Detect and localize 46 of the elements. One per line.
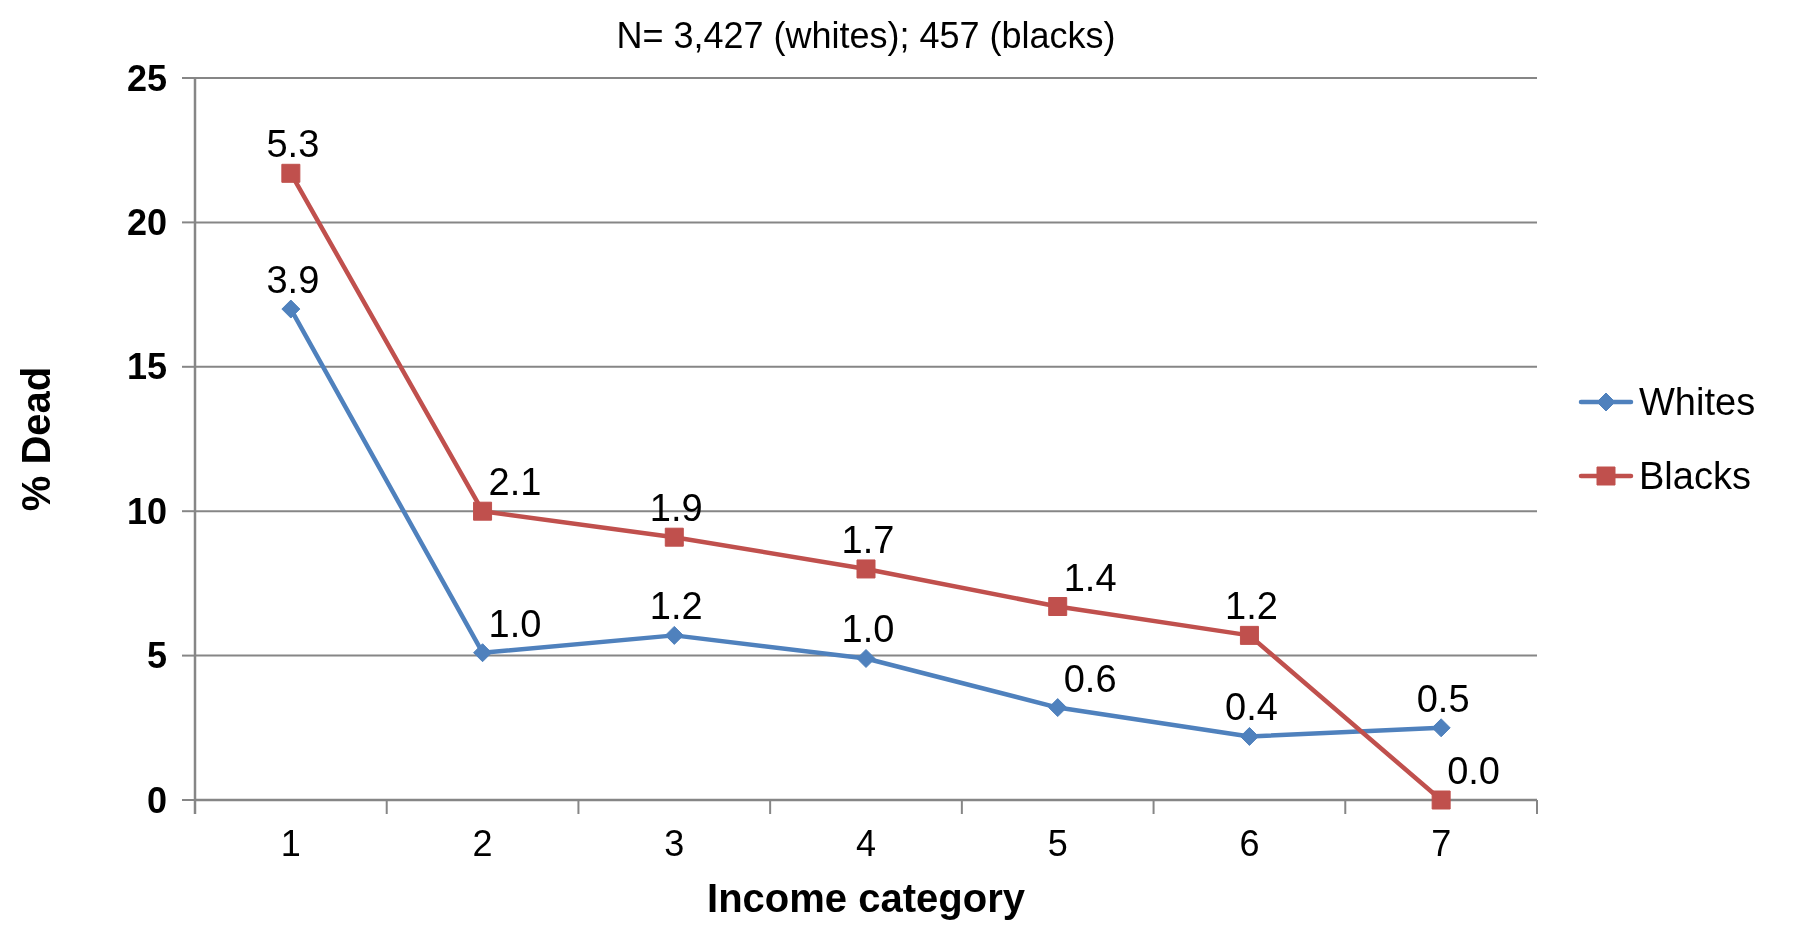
x-tick-label: 1 bbox=[280, 823, 301, 864]
chart-title: N= 3,427 (whites); 457 (blacks) bbox=[616, 15, 1116, 56]
x-tick-label: 2 bbox=[472, 823, 493, 864]
annotation: 1.0 bbox=[841, 608, 895, 651]
point bbox=[1239, 625, 1259, 645]
x-tick-label: 4 bbox=[855, 823, 877, 864]
point bbox=[281, 163, 301, 183]
x-tick-label: 6 bbox=[1239, 823, 1260, 864]
annotation: 1.4 bbox=[1063, 556, 1117, 599]
legend-label: Whites bbox=[1639, 381, 1756, 424]
annotation: 2.1 bbox=[488, 461, 542, 504]
annotation: 0.5 bbox=[1416, 677, 1470, 720]
y-axis-title: % Dead bbox=[14, 366, 58, 512]
y-tick-label: 5 bbox=[146, 635, 167, 677]
y-tick-label: 25 bbox=[126, 57, 167, 99]
annotation: 3.9 bbox=[266, 259, 320, 302]
y-tick-label: 10 bbox=[126, 490, 167, 532]
point bbox=[664, 625, 684, 645]
point bbox=[856, 648, 876, 668]
legend-label: Blacks bbox=[1639, 455, 1751, 498]
x-tick-label: 3 bbox=[664, 823, 685, 864]
x-axis-title: Income category bbox=[707, 876, 1026, 920]
point bbox=[473, 501, 493, 521]
x-tick-label: 7 bbox=[1431, 823, 1452, 864]
annotation: 1.2 bbox=[649, 585, 703, 628]
point bbox=[281, 299, 301, 319]
point bbox=[1431, 718, 1451, 738]
y-tick-label: 15 bbox=[126, 346, 167, 388]
point bbox=[1048, 597, 1068, 616]
point bbox=[856, 559, 876, 579]
annotation: 0.0 bbox=[1447, 750, 1500, 792]
x-tick-label: 5 bbox=[1047, 823, 1068, 864]
annotation: 5.3 bbox=[266, 123, 320, 166]
annotation: 1.7 bbox=[841, 518, 895, 561]
y-tick-label: 0 bbox=[146, 779, 167, 821]
point bbox=[1048, 698, 1068, 718]
annotation: 1.2 bbox=[1225, 585, 1278, 628]
annotation: 1.9 bbox=[649, 487, 703, 530]
y-tick-label: 20 bbox=[126, 202, 167, 243]
point bbox=[1431, 790, 1451, 810]
annotation: 1.0 bbox=[488, 602, 542, 645]
annotation: 0.6 bbox=[1063, 657, 1117, 700]
point bbox=[664, 527, 684, 547]
annotation: 0.4 bbox=[1225, 686, 1278, 729]
point bbox=[1239, 726, 1259, 746]
point bbox=[473, 643, 493, 663]
